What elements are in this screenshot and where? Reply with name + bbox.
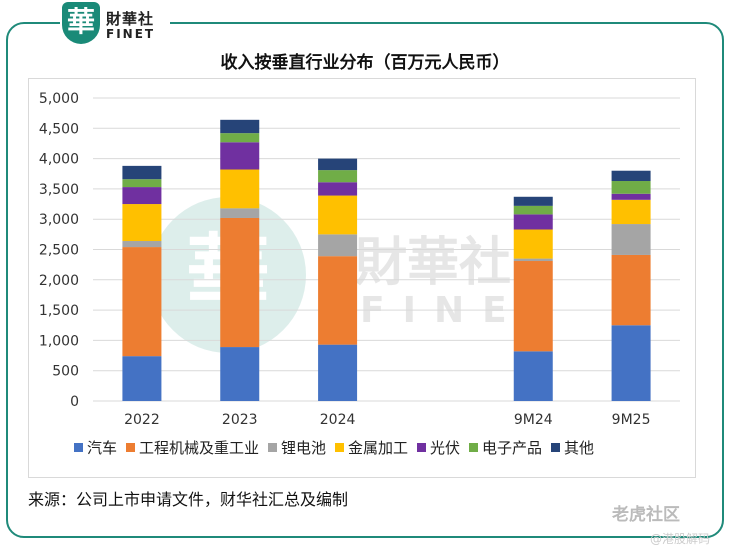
legend-swatch [469, 443, 478, 452]
bar-segment [122, 241, 162, 248]
x-axis-ticks: 2022 2023 2024 9M24 9M25 [124, 412, 650, 428]
bar-segment [220, 347, 260, 401]
card-frame [6, 22, 724, 538]
watermark-cn: 財華社 [355, 233, 511, 293]
x-tick-label: 9M25 [612, 412, 651, 428]
x-tick-label: 2024 [320, 412, 356, 428]
y-tick-label: 1,500 [39, 303, 79, 319]
finet-logo-en: FINET [106, 27, 156, 41]
legend-swatch [126, 443, 135, 452]
source-note: 来源：公司上市申请文件，财华社汇总及编制 [28, 490, 349, 509]
finet-logo-cn: 財華社 [106, 10, 155, 28]
y-tick-label: 5,000 [39, 91, 79, 107]
bar-segment [513, 351, 553, 401]
bar-segment [611, 224, 651, 255]
y-tick-label: 4,000 [39, 152, 79, 168]
bar-segment [220, 133, 260, 143]
chart-title: 收入按垂直行业分布（百万元人民币） [220, 53, 510, 73]
legend-swatch [551, 443, 560, 452]
legend-label: 锂电池 [281, 439, 326, 457]
x-tick-label: 2022 [124, 412, 160, 428]
finet-logo-badge: 華 [62, 2, 100, 44]
bar-segment [318, 234, 358, 257]
y-tick-label: 4,500 [39, 121, 79, 137]
legend-label: 其他 [564, 439, 594, 457]
bar-segment [513, 196, 553, 206]
bar-segment [318, 182, 358, 196]
finet-logo: 華 財華社 FINET [60, 2, 170, 46]
y-tick-label: 2,000 [39, 273, 79, 289]
brand-watermark: 老虎社区 [612, 505, 680, 525]
bar-segment [611, 325, 651, 401]
bar-segment [611, 199, 651, 225]
bar-segment [122, 165, 162, 180]
bar-segment [220, 217, 260, 348]
y-tick-label: 3,000 [39, 212, 79, 228]
bar-segment [122, 187, 162, 205]
bar-segment [318, 195, 358, 235]
y-tick-label: 2,500 [39, 243, 79, 259]
bar-segment [220, 119, 260, 134]
bar-segment [318, 170, 358, 183]
y-tick-label: 1,000 [39, 333, 79, 349]
legend-swatch [268, 443, 277, 452]
bar-segment [513, 258, 553, 262]
legend-label: 金属加工 [348, 439, 408, 457]
legend-label: 电子产品 [482, 439, 542, 457]
legend-label: 汽车 [87, 439, 117, 457]
bar-segment [513, 205, 553, 215]
y-tick-label: 500 [52, 364, 79, 380]
legend-label: 工程机械及重工业 [139, 439, 259, 457]
bar-segment [513, 261, 553, 352]
bar-segment [611, 193, 651, 200]
x-tick-label: 2023 [222, 412, 258, 428]
bar-segment [122, 356, 162, 401]
bar-segment [122, 247, 162, 357]
bar-segment [611, 181, 651, 194]
bar-segment [122, 204, 162, 242]
bar-segment [122, 179, 162, 188]
finet-watermark: 華 財華社 FINET [150, 197, 549, 353]
bar-segment [220, 208, 260, 218]
bar-segment [513, 214, 553, 230]
gridlines [93, 97, 680, 402]
bar-segment [220, 142, 260, 170]
y-tick-label: 0 [70, 394, 79, 410]
bar-segment [220, 169, 260, 209]
legend-label: 光伏 [430, 439, 460, 457]
bars [122, 119, 651, 401]
legend-swatch [335, 443, 344, 452]
bar-segment [611, 170, 651, 182]
y-axis-ticks: 0 500 1,000 1,500 2,000 2,500 3,000 3,500 4,000 4… [39, 91, 79, 410]
legend-swatch [417, 443, 426, 452]
bar-segment [318, 344, 358, 401]
x-tick-label: 9M24 [514, 412, 553, 428]
chart-panel [28, 78, 696, 478]
bar-segment [318, 256, 358, 345]
legend-swatch [74, 443, 83, 452]
bar-segment [318, 158, 358, 171]
brand-watermark-sub: @港股解码 [650, 532, 711, 546]
y-tick-label: 3,500 [39, 182, 79, 198]
legend: 汽车 工程机械及重工业 锂电池 金属加工 光伏 电子产品 其他 [74, 439, 594, 457]
bar-segment [611, 254, 651, 326]
bar-segment [513, 229, 553, 259]
